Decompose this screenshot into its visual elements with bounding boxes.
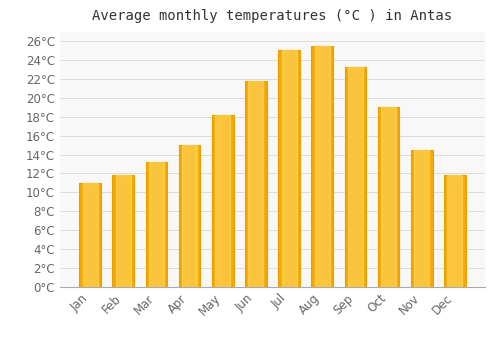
Bar bbox=[411, 150, 432, 287]
Bar bbox=[149, 162, 164, 287]
Bar bbox=[312, 46, 333, 287]
Bar bbox=[282, 50, 296, 287]
Bar bbox=[215, 115, 230, 287]
Bar bbox=[182, 145, 197, 287]
Title: Average monthly temperatures (°C ) in Antas: Average monthly temperatures (°C ) in An… bbox=[92, 9, 452, 23]
Bar bbox=[278, 50, 300, 287]
Bar bbox=[116, 175, 131, 287]
Bar bbox=[212, 115, 234, 287]
Bar bbox=[314, 46, 330, 287]
Bar bbox=[245, 81, 266, 287]
Bar bbox=[80, 183, 101, 287]
Bar bbox=[248, 81, 264, 287]
Bar bbox=[344, 68, 366, 287]
Bar bbox=[448, 175, 462, 287]
Bar bbox=[378, 107, 400, 287]
Bar bbox=[444, 175, 466, 287]
Bar bbox=[348, 68, 363, 287]
Bar bbox=[146, 162, 167, 287]
Bar bbox=[381, 107, 396, 287]
Bar bbox=[179, 145, 201, 287]
Bar bbox=[414, 150, 430, 287]
Bar bbox=[82, 183, 98, 287]
Bar bbox=[112, 175, 134, 287]
